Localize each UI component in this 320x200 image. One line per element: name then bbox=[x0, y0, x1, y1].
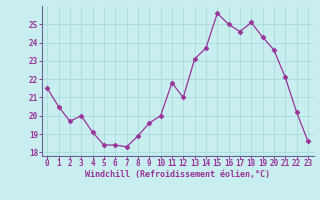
X-axis label: Windchill (Refroidissement éolien,°C): Windchill (Refroidissement éolien,°C) bbox=[85, 170, 270, 179]
